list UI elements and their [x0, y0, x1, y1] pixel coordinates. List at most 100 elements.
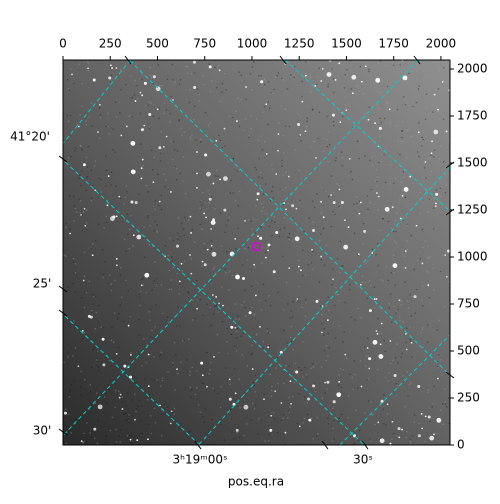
noise — [389, 182, 391, 185]
noise — [347, 395, 350, 397]
noise — [184, 192, 187, 195]
noise — [136, 84, 138, 87]
noise — [417, 88, 420, 90]
star — [375, 192, 378, 194]
noise — [74, 347, 77, 349]
star — [210, 228, 213, 230]
noise — [358, 429, 361, 432]
star — [290, 402, 292, 405]
noise — [336, 293, 339, 296]
noise — [427, 389, 430, 392]
star — [82, 163, 86, 167]
noise — [184, 216, 186, 218]
star — [401, 428, 403, 431]
noise — [353, 203, 355, 205]
star — [257, 235, 259, 238]
star — [140, 177, 143, 180]
noise — [426, 324, 429, 326]
noise — [149, 224, 151, 227]
star — [83, 207, 86, 210]
y-tick-label: 1500 — [457, 156, 488, 170]
noise — [131, 398, 133, 401]
noise — [150, 432, 153, 435]
noise — [388, 303, 391, 305]
noise — [378, 62, 380, 65]
noise — [86, 175, 89, 178]
noise — [135, 407, 138, 410]
noise — [188, 431, 191, 434]
noise — [183, 234, 185, 237]
star — [301, 100, 304, 103]
noise — [260, 75, 262, 77]
noise — [181, 339, 184, 342]
noise — [400, 303, 403, 306]
star — [256, 192, 260, 196]
noise — [258, 157, 260, 160]
noise — [257, 139, 260, 141]
star — [368, 309, 372, 313]
noise — [402, 321, 404, 323]
noise — [69, 114, 72, 117]
noise — [156, 224, 158, 226]
noise — [380, 332, 383, 334]
noise — [118, 312, 120, 315]
star — [357, 253, 360, 256]
noise — [153, 356, 155, 358]
noise — [281, 165, 283, 168]
noise — [112, 149, 114, 151]
noise — [250, 220, 253, 222]
star — [125, 125, 128, 128]
noise — [328, 143, 331, 146]
noise — [163, 102, 166, 105]
noise — [421, 136, 424, 139]
noise — [320, 233, 322, 235]
noise — [228, 115, 231, 118]
noise — [432, 207, 435, 209]
noise — [180, 361, 182, 364]
noise — [194, 317, 196, 320]
noise — [432, 267, 435, 270]
noise — [261, 262, 263, 264]
star — [322, 216, 325, 219]
noise — [402, 170, 405, 173]
noise — [336, 183, 338, 185]
noise — [82, 441, 85, 443]
ra-label: 30ˢ — [353, 453, 373, 467]
noise — [191, 299, 194, 302]
noise — [113, 279, 116, 282]
noise — [204, 408, 206, 410]
noise — [441, 88, 443, 90]
noise — [153, 379, 156, 381]
star — [320, 200, 322, 203]
noise — [177, 217, 180, 219]
noise — [419, 191, 422, 194]
noise — [269, 373, 272, 376]
noise — [318, 67, 320, 70]
wcs-grid — [63, 60, 450, 445]
noise — [191, 319, 194, 321]
noise — [149, 336, 152, 338]
noise — [296, 271, 299, 273]
noise — [266, 246, 268, 249]
noise — [175, 325, 178, 327]
noise — [150, 149, 153, 152]
noise — [105, 169, 108, 172]
noise — [447, 397, 450, 399]
noise — [445, 184, 448, 187]
noise — [160, 208, 163, 211]
star — [269, 428, 273, 432]
noise — [282, 204, 284, 206]
noise — [93, 165, 96, 167]
noise — [410, 234, 412, 237]
noise — [395, 230, 398, 233]
noise — [227, 160, 229, 163]
star — [300, 269, 302, 272]
noise — [113, 312, 116, 314]
noise — [125, 83, 127, 86]
noise — [105, 356, 108, 359]
noise — [119, 197, 122, 200]
noise — [108, 360, 111, 362]
noise — [79, 211, 81, 214]
star — [433, 129, 439, 135]
noise — [106, 402, 108, 404]
